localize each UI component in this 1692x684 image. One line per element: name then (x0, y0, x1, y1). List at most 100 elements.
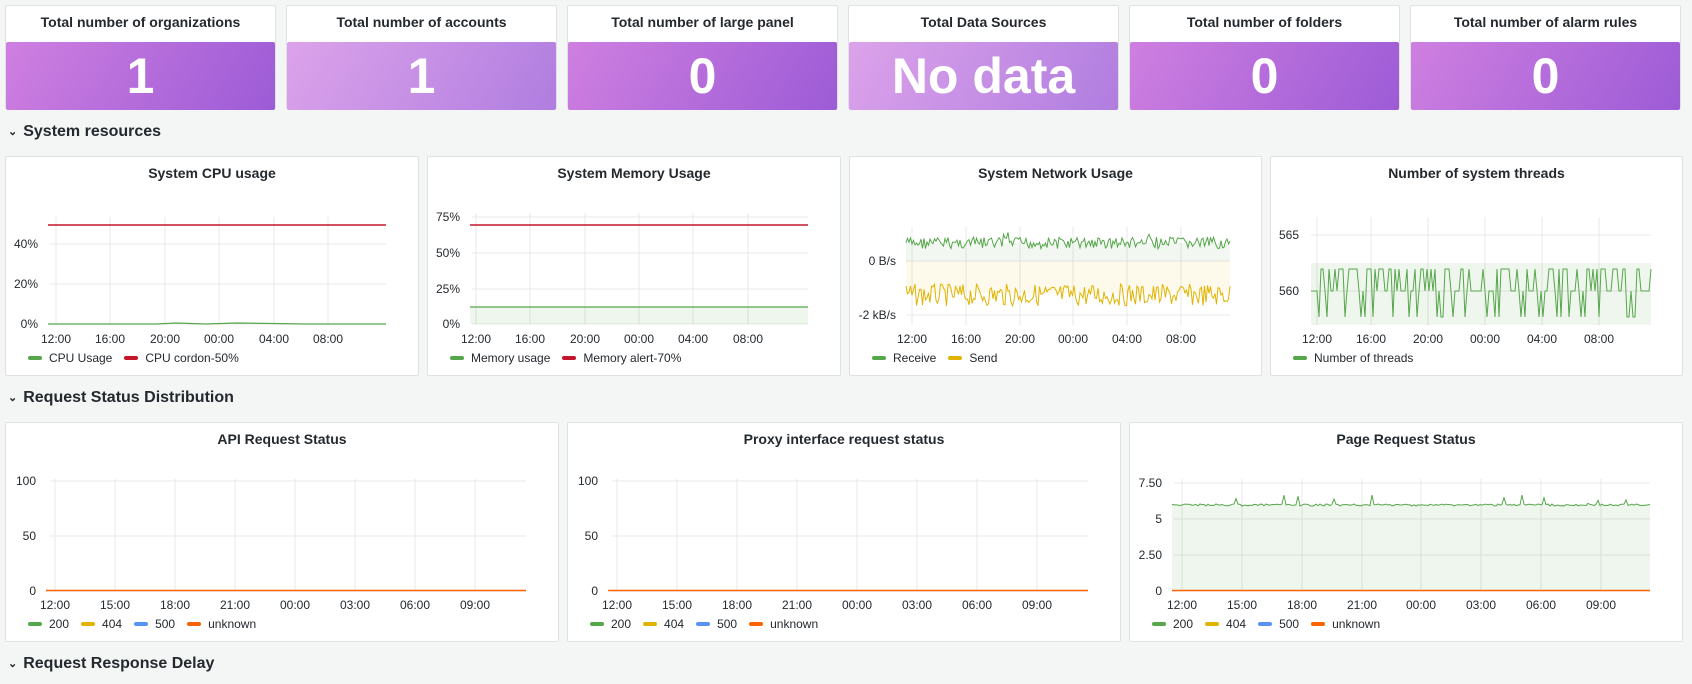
x-tick-label: 12:00 (897, 332, 927, 346)
legend-item-memory-usage[interactable]: Memory usage (450, 351, 550, 365)
x-tick-label: 18:00 (722, 598, 752, 612)
row-header-request-status-distribution[interactable]: ⌄ Request Status Distribution (8, 389, 234, 407)
x-tick-label: 12:00 (41, 332, 71, 346)
stat-title: Total number of large panel (611, 14, 794, 30)
y-tick-label: 5 (1155, 512, 1162, 526)
legend-label: Memory alert-70% (583, 351, 682, 365)
legend-item-send[interactable]: Send (948, 351, 997, 365)
panel-system-memory-usage[interactable]: System Memory Usage 0% 25% 50% 75% 12:00… (427, 156, 841, 376)
stat-panel-folders[interactable]: Total number of folders 0 (1129, 5, 1400, 110)
legend: Receive Send (872, 351, 997, 365)
legend-item-receive[interactable]: Receive (872, 351, 936, 365)
x-tick-label: 00:00 (204, 332, 234, 346)
x-tick-label: 16:00 (951, 332, 981, 346)
y-tick-label: 0% (21, 317, 39, 331)
legend-item-500[interactable]: 500 (1258, 617, 1299, 631)
x-tick-label: 20:00 (1413, 332, 1443, 346)
chevron-down-icon: ⌄ (8, 657, 18, 670)
legend-item-404[interactable]: 404 (643, 617, 684, 631)
x-tick-label: 04:00 (678, 332, 708, 346)
x-tick-label: 21:00 (220, 598, 250, 612)
legend-label: unknown (770, 617, 819, 631)
threads-line (1311, 268, 1652, 318)
memory-chart: 0% 25% 50% 75% 12:00 16:00 20:00 00:00 0… (436, 210, 808, 346)
x-tick-label: 00:00 (842, 598, 872, 612)
x-tick-label: 20:00 (150, 332, 180, 346)
stat-title: Total number of alarm rules (1453, 14, 1638, 30)
row-header-system-resources[interactable]: ⌄ System resources (8, 123, 161, 141)
x-tick-label: 20:00 (1005, 332, 1035, 346)
legend: CPU Usage CPU cordon-50% (28, 351, 239, 365)
chevron-down-icon: ⌄ (8, 125, 18, 138)
x-tick-label: 04:00 (259, 332, 289, 346)
x-tick-label: 06:00 (1526, 598, 1556, 612)
y-tick-label: 7.50 (1139, 476, 1163, 490)
y-tick-label: 0% (443, 317, 461, 331)
stat-panel-organizations[interactable]: Total number of organizations 1 (5, 5, 276, 110)
legend-label: CPU cordon-50% (145, 351, 239, 365)
memory-usage-area (470, 307, 808, 324)
legend-item-unknown[interactable]: unknown (749, 617, 818, 631)
network-send-line (905, 282, 1231, 308)
y-tick-label: 100 (578, 474, 598, 488)
legend-item-unknown[interactable]: unknown (187, 617, 256, 631)
legend: 200 404 500 unknown (590, 617, 818, 631)
stat-value: 0 (568, 42, 837, 110)
y-tick-label: -2 kB/s (859, 308, 896, 322)
x-tick-label: 03:00 (902, 598, 932, 612)
x-tick-label: 16:00 (1356, 332, 1386, 346)
x-tick-label: 09:00 (460, 598, 490, 612)
legend-item-memory-alert[interactable]: Memory alert-70% (562, 351, 681, 365)
x-tick-label: 12:00 (1302, 332, 1332, 346)
x-tick-label: 09:00 (1586, 598, 1616, 612)
y-tick-label: 20% (14, 277, 38, 291)
legend-item-cpu-usage[interactable]: CPU Usage (28, 351, 112, 365)
row-header-request-response-delay[interactable]: ⌄ Request Response Delay (8, 655, 214, 673)
cpu-usage-line (48, 322, 386, 325)
panel-number-of-system-threads[interactable]: Number of system threads 560 565 12:00 1… (1270, 156, 1683, 376)
x-tick-label: 12:00 (602, 598, 632, 612)
x-tick-label: 00:00 (1406, 598, 1436, 612)
y-tick-label: 40% (14, 237, 38, 251)
legend-item-200[interactable]: 200 (590, 617, 631, 631)
panel-proxy-interface-request-status[interactable]: Proxy interface request status 0 50 100 … (567, 422, 1121, 642)
stat-panel-accounts[interactable]: Total number of accounts 1 (286, 5, 557, 110)
panel-title: System CPU usage (148, 165, 276, 181)
legend-item-cpu-cordon[interactable]: CPU cordon-50% (124, 351, 239, 365)
legend-item-200[interactable]: 200 (28, 617, 69, 631)
legend-label: unknown (1332, 617, 1381, 631)
stat-panel-alarm-rules[interactable]: Total number of alarm rules 0 (1410, 5, 1681, 110)
legend-item-threads[interactable]: Number of threads (1293, 351, 1413, 365)
legend-label: 200 (1173, 617, 1194, 631)
legend-item-500[interactable]: 500 (134, 617, 175, 631)
stat-value: 1 (6, 42, 275, 110)
x-tick-label: 00:00 (1470, 332, 1500, 346)
panel-title: Number of system threads (1388, 165, 1565, 181)
x-tick-label: 21:00 (1347, 598, 1377, 612)
x-tick-label: 20:00 (570, 332, 600, 346)
panel-page-request-status[interactable]: Page Request Status 0 2.50 5 7.50 12:00 … (1129, 422, 1683, 642)
legend-item-404[interactable]: 404 (1205, 617, 1246, 631)
y-tick-label: 50 (23, 529, 37, 543)
stat-panel-large-panel[interactable]: Total number of large panel 0 (567, 5, 838, 110)
legend-item-404[interactable]: 404 (81, 617, 122, 631)
legend-label: Send (969, 351, 998, 365)
panel-title: Proxy interface request status (743, 431, 945, 447)
network-receive-line (905, 232, 1231, 251)
x-tick-label: 04:00 (1527, 332, 1557, 346)
panel-api-request-status[interactable]: API Request Status 0 50 100 12:00 15:00 … (5, 422, 559, 642)
x-tick-label: 15:00 (100, 598, 130, 612)
panel-system-network-usage[interactable]: System Network Usage -2 kB/s 0 B/s 12:00… (849, 156, 1262, 376)
x-tick-label: 12:00 (40, 598, 70, 612)
x-tick-label: 08:00 (313, 332, 343, 346)
legend-item-unknown[interactable]: unknown (1311, 617, 1380, 631)
legend-item-500[interactable]: 500 (696, 617, 737, 631)
legend-label: 500 (155, 617, 176, 631)
stat-panel-data-sources[interactable]: Total Data Sources No data (848, 5, 1119, 110)
x-tick-label: 03:00 (340, 598, 370, 612)
legend-item-200[interactable]: 200 (1152, 617, 1193, 631)
panel-system-cpu-usage[interactable]: System CPU usage 0% 20% 40% 12:00 16:00 … (5, 156, 419, 376)
legend-label: 500 (717, 617, 738, 631)
cpu-chart: 0% 20% 40% 12:00 16:00 20:00 00:00 04:00… (14, 217, 386, 346)
x-tick-label: 00:00 (624, 332, 654, 346)
